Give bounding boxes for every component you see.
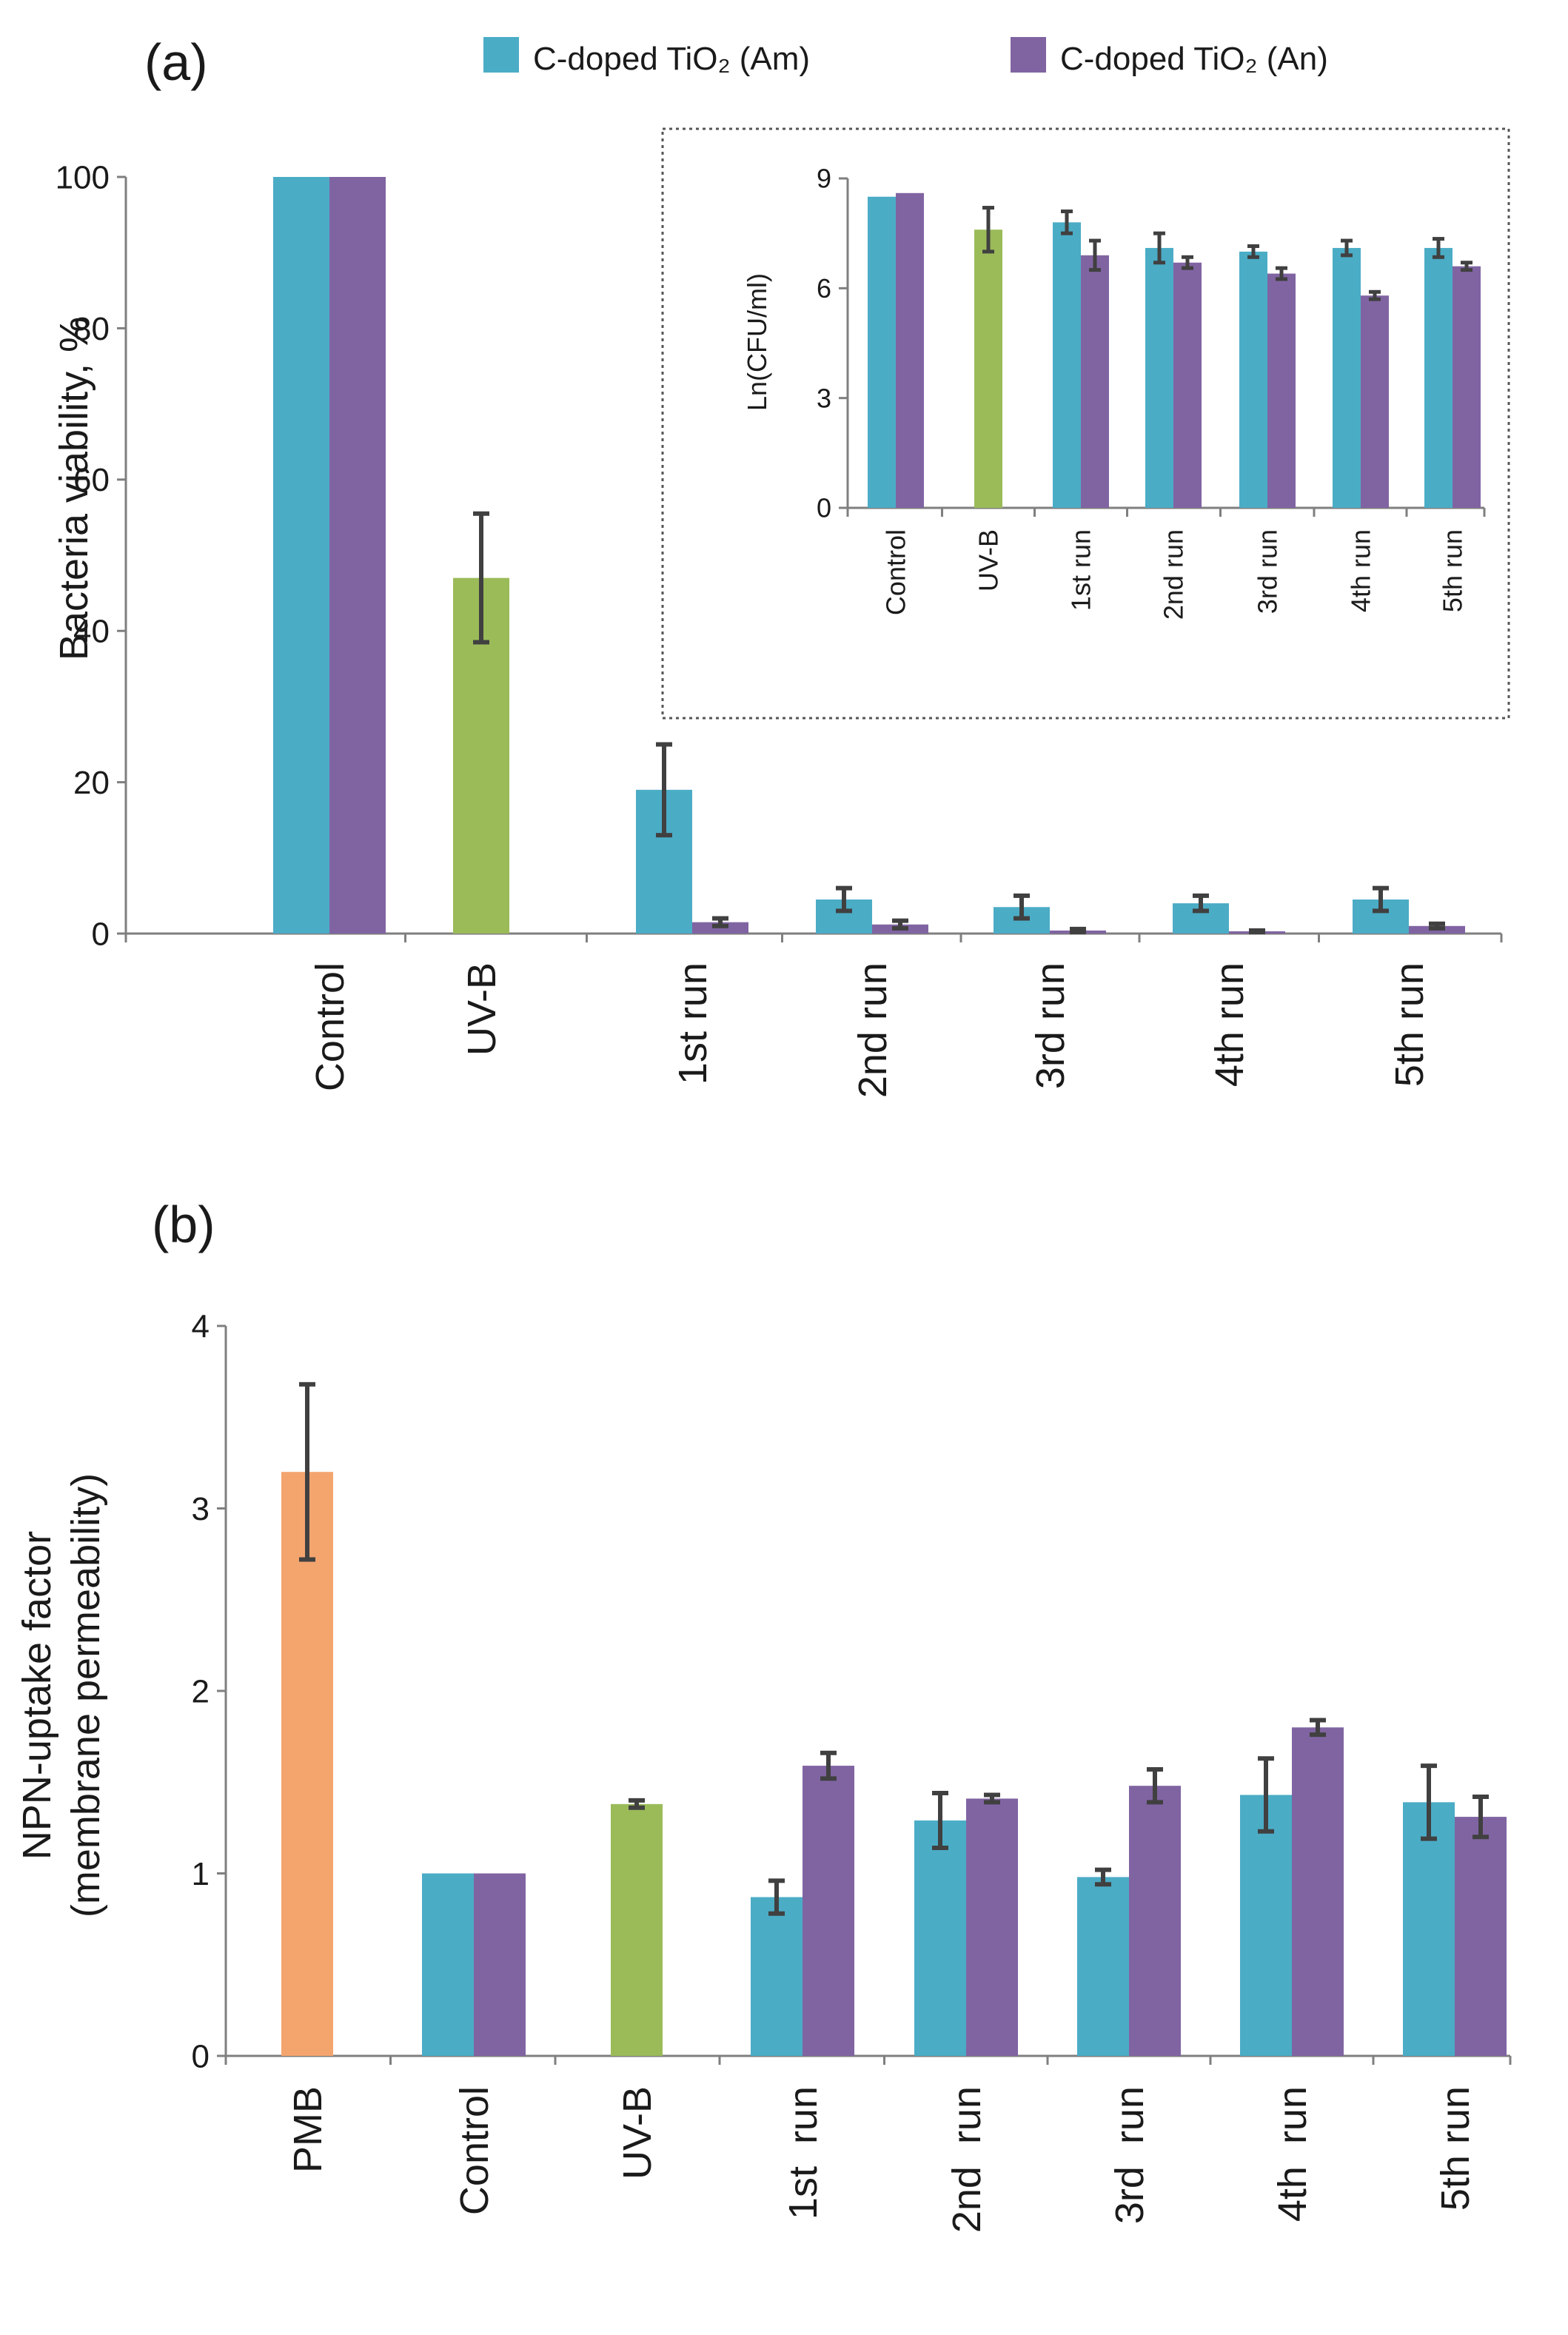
- inset-plot: 0 3 6 9 Control UV-B 1st run 2nd run 3rd run 4th …: [817, 164, 1486, 620]
- panel-b-chart: (b) NPN-uptake factor (membrane permeabi…: [15, 1196, 1512, 2233]
- legend-swatch-an: [1011, 37, 1046, 73]
- x-category-label: PMB: [286, 2086, 330, 2173]
- bar: [751, 1897, 803, 2056]
- bar: [974, 230, 1002, 508]
- bar: [896, 192, 924, 508]
- bar: [1455, 1817, 1507, 2056]
- y-tick-label: 6: [817, 273, 831, 304]
- x-category-label: 5th run: [1387, 962, 1432, 1087]
- bar: [1333, 247, 1361, 508]
- x-category-label: Control: [308, 962, 352, 1091]
- x-category-label: 1st run: [1066, 529, 1096, 611]
- panel-a-ylabel: Bacteria viability, %: [52, 317, 96, 660]
- x-category-label: 3rd run: [1028, 962, 1073, 1089]
- y-tick-label: 0: [817, 493, 831, 523]
- bar: [1424, 247, 1453, 508]
- bar: [1081, 255, 1109, 508]
- y-tick-label: 3: [817, 383, 831, 413]
- panel-b-label: (b): [152, 1196, 215, 1253]
- bar: [803, 1766, 854, 2056]
- bar: [868, 196, 896, 508]
- y-tick-label: 0: [92, 916, 110, 952]
- bar: [1129, 1786, 1181, 2056]
- y-tick-label: 3: [192, 1491, 210, 1527]
- bar: [1239, 251, 1267, 508]
- y-tick-label: 40: [73, 614, 110, 650]
- bar: [966, 1798, 1018, 2056]
- bar: [1145, 247, 1173, 508]
- bar: [1403, 1802, 1455, 2056]
- x-category-label: 1st run: [781, 2086, 825, 2220]
- y-tick-label: 1: [192, 1856, 210, 1892]
- bar: [1453, 266, 1481, 508]
- legend-label-am: C-doped TiO₂ (Am): [533, 41, 810, 77]
- bar: [474, 1873, 526, 2056]
- y-tick-label: 2: [192, 1673, 210, 1709]
- bar: [914, 1820, 966, 2056]
- y-tick-label: 80: [73, 311, 110, 347]
- x-category-label: 2nd run: [1159, 529, 1189, 620]
- x-category-label: 3rd run: [1108, 2086, 1152, 2224]
- inset-ylabel: Ln(CFU/ml): [742, 273, 772, 411]
- y-tick-label: 60: [73, 462, 110, 498]
- x-category-label: UV-B: [460, 962, 504, 1056]
- y-tick-label: 100: [56, 159, 110, 195]
- panel-b-ylabel-line1: NPN-uptake factor: [15, 1531, 59, 1860]
- bar: [273, 177, 329, 934]
- y-tick-label: 9: [817, 164, 831, 194]
- x-category-label: UV-B: [615, 2086, 660, 2180]
- bar: [1361, 295, 1389, 508]
- bar: [1267, 273, 1296, 508]
- bar: [1292, 1727, 1344, 2056]
- legend: C-doped TiO₂ (Am) C-doped TiO₂ (An): [483, 37, 1328, 77]
- x-category-label: 5th run: [1433, 2086, 1478, 2211]
- legend-swatch-am: [483, 37, 519, 73]
- x-category-label: 2nd run: [945, 2086, 989, 2233]
- panel-b-plot: 0 1 2 3 4 PMB Control UV-B 1st run 2nd run 3rd run…: [192, 1308, 1512, 2233]
- legend-label-an: C-doped TiO₂ (An): [1060, 41, 1328, 77]
- x-category-label: 4th run: [1207, 962, 1252, 1087]
- bar: [422, 1873, 474, 2056]
- x-category-label: 1st run: [671, 962, 715, 1085]
- panel-a-chart: (a) Bacteria viability, % 020406080100Co…: [52, 33, 1503, 1098]
- y-tick-label: 4: [192, 1308, 210, 1344]
- bar: [281, 1472, 333, 2056]
- panel-a-label: (a): [144, 33, 208, 91]
- x-category-label: Control: [452, 2086, 497, 2215]
- bar: [329, 177, 386, 934]
- y-tick-label: 0: [192, 2038, 210, 2074]
- bar: [1173, 262, 1202, 508]
- x-category-label: 2nd run: [851, 962, 895, 1098]
- x-category-label: Control: [881, 529, 911, 615]
- x-category-label: 4th run: [1270, 2086, 1315, 2222]
- panel-b-ylabel-line2: (membrane permeability): [64, 1473, 108, 1917]
- bar: [611, 1803, 663, 2056]
- x-category-label: UV-B: [974, 529, 1004, 592]
- bar: [1053, 222, 1081, 508]
- bar: [1077, 1877, 1129, 2056]
- bar: [1240, 1795, 1292, 2056]
- y-tick-label: 20: [73, 765, 110, 801]
- x-category-label: 4th run: [1346, 529, 1376, 612]
- panel-a-inset: Ln(CFU/ml) 0 3 6 9 Control UV-B 1st run 2nd run…: [661, 127, 1510, 720]
- x-category-label: 5th run: [1438, 529, 1468, 612]
- x-category-label: 3rd run: [1253, 529, 1283, 614]
- inset-border: [661, 127, 1510, 720]
